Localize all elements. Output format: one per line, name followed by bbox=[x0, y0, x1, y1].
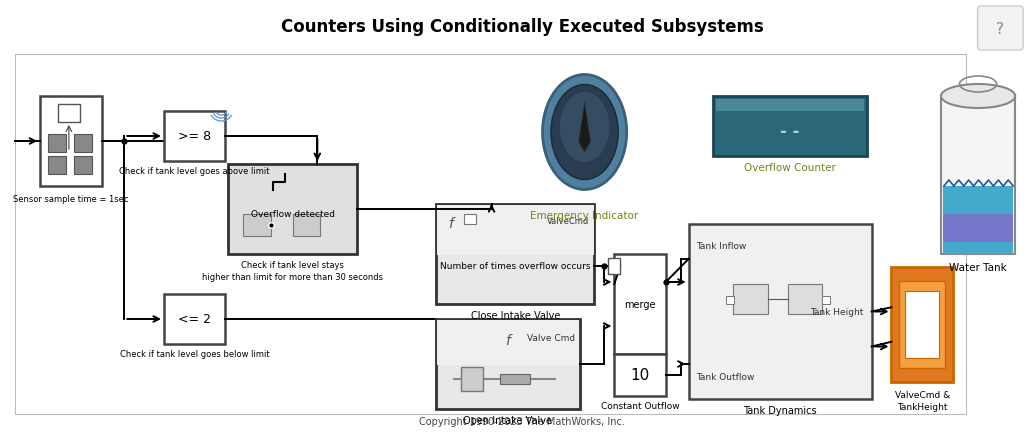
Bar bbox=[461, 367, 483, 391]
Text: Tank Height: Tank Height bbox=[811, 307, 863, 316]
Text: f: f bbox=[506, 333, 511, 347]
Polygon shape bbox=[579, 103, 590, 153]
Bar bbox=[49, 157, 66, 174]
Text: ?: ? bbox=[997, 21, 1004, 36]
Bar bbox=[614, 354, 666, 396]
Ellipse shape bbox=[941, 85, 1015, 109]
Bar bbox=[164, 294, 225, 344]
Text: f: f bbox=[448, 217, 453, 230]
Text: 10: 10 bbox=[631, 368, 649, 383]
Text: ValveCmd: ValveCmd bbox=[547, 217, 589, 226]
Bar bbox=[293, 214, 321, 237]
Bar bbox=[500, 374, 530, 384]
Bar bbox=[436, 319, 580, 409]
Bar bbox=[40, 97, 101, 187]
Text: higher than limit for more than 30 seconds: higher than limit for more than 30 secon… bbox=[202, 273, 383, 281]
Bar bbox=[608, 258, 620, 274]
Text: Emergency Indicator: Emergency Indicator bbox=[530, 210, 639, 220]
Bar bbox=[58, 105, 80, 123]
Bar bbox=[943, 214, 1013, 243]
Text: Check if tank level goes above limit: Check if tank level goes above limit bbox=[119, 167, 270, 176]
Text: Counters Using Conditionally Executed Subsystems: Counters Using Conditionally Executed Su… bbox=[281, 18, 764, 36]
Text: Check if tank level goes below limit: Check if tank level goes below limit bbox=[120, 349, 270, 358]
Bar bbox=[941, 97, 1015, 254]
Text: Tank Outflow: Tank Outflow bbox=[697, 373, 755, 381]
Text: >= 8: >= 8 bbox=[178, 130, 211, 143]
Bar bbox=[436, 204, 595, 304]
Text: Open Intake Valve: Open Intake Valve bbox=[463, 415, 552, 425]
Bar bbox=[689, 224, 872, 399]
Bar bbox=[822, 296, 830, 304]
Bar bbox=[437, 206, 594, 256]
Text: - -: - - bbox=[781, 123, 799, 141]
Ellipse shape bbox=[551, 85, 618, 180]
Text: Check if tank level stays: Check if tank level stays bbox=[241, 260, 344, 270]
Bar bbox=[943, 187, 1013, 254]
Bar bbox=[788, 284, 822, 314]
Bar bbox=[243, 214, 271, 237]
Bar bbox=[464, 214, 476, 224]
Bar bbox=[713, 97, 866, 157]
Bar bbox=[164, 112, 225, 161]
Bar bbox=[16, 55, 966, 414]
Bar bbox=[229, 164, 357, 254]
Text: Sensor sample time = 1sec: Sensor sample time = 1sec bbox=[13, 194, 128, 204]
Text: Water Tank: Water Tank bbox=[949, 263, 1007, 273]
Bar bbox=[614, 254, 666, 354]
Text: Tank Inflow: Tank Inflow bbox=[697, 242, 747, 251]
Text: Overflow detected: Overflow detected bbox=[250, 210, 335, 218]
Text: ValveCmd &
TankHeight: ValveCmd & TankHeight bbox=[894, 390, 950, 411]
Bar bbox=[73, 157, 92, 174]
Text: Tank Dynamics: Tank Dynamics bbox=[743, 405, 817, 415]
Bar bbox=[49, 135, 66, 153]
Ellipse shape bbox=[559, 93, 609, 163]
Bar bbox=[726, 296, 734, 304]
Bar bbox=[73, 135, 92, 153]
FancyBboxPatch shape bbox=[977, 7, 1023, 51]
Bar bbox=[891, 267, 952, 382]
Text: merge: merge bbox=[625, 299, 656, 309]
Text: <= 2: <= 2 bbox=[178, 313, 211, 326]
Text: Overflow Counter: Overflow Counter bbox=[744, 163, 835, 173]
Text: Number of times overflow occurs: Number of times overflow occurs bbox=[440, 262, 590, 271]
Text: Close Intake Valve: Close Intake Valve bbox=[470, 310, 560, 320]
Text: Copyright 1990-2023 The MathWorks, Inc.: Copyright 1990-2023 The MathWorks, Inc. bbox=[420, 416, 626, 426]
Bar bbox=[717, 100, 863, 112]
Text: Valve Cmd: Valve Cmd bbox=[526, 333, 575, 342]
Bar bbox=[437, 320, 579, 365]
Ellipse shape bbox=[543, 76, 627, 190]
Text: Constant Outflow: Constant Outflow bbox=[601, 401, 679, 410]
Bar bbox=[900, 281, 945, 368]
Bar bbox=[733, 284, 767, 314]
Bar bbox=[906, 291, 939, 358]
